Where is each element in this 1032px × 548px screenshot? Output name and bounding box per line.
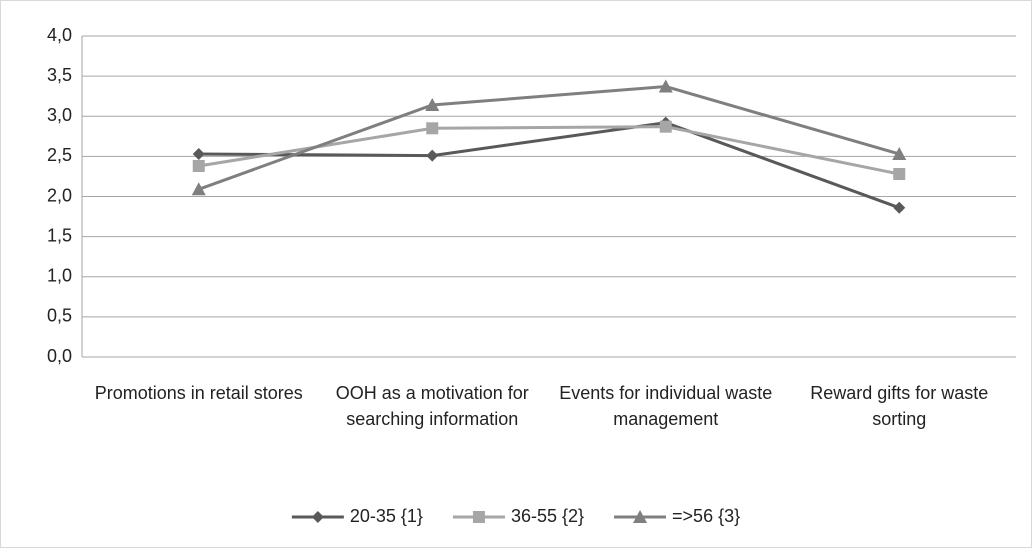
x-tick-label: Promotions in retail stores — [94, 383, 303, 403]
data-point — [893, 168, 906, 181]
series-line — [198, 121, 900, 210]
data-point — [658, 79, 673, 93]
data-point — [192, 147, 205, 160]
series-line — [198, 85, 900, 191]
legend-marker — [472, 511, 485, 523]
data-point — [426, 122, 439, 135]
data-point — [659, 120, 672, 133]
data-point — [892, 146, 907, 160]
legend-marker — [311, 511, 324, 523]
data-point — [893, 201, 906, 214]
legend-marker — [633, 510, 648, 523]
y-tick-label: 1,5 — [47, 225, 72, 245]
y-tick-label: 0,0 — [47, 346, 72, 366]
y-tick-label: 1,0 — [47, 266, 72, 286]
legend-label: 36-55 {2} — [511, 506, 584, 526]
x-tick-label: Reward gifts for waste sorting — [810, 383, 989, 429]
y-tick-label: 3,0 — [47, 105, 72, 125]
x-tick-label: OOH as a motivation for searching inform… — [335, 383, 529, 429]
data-point — [425, 98, 440, 112]
y-tick-label: 4,0 — [47, 25, 72, 45]
legend-label: 20-35 {1} — [350, 506, 423, 526]
y-tick-label: 2,0 — [47, 185, 72, 205]
data-point — [426, 149, 439, 162]
y-tick-label: 3,5 — [47, 65, 72, 85]
y-tick-label: 0,5 — [47, 306, 72, 326]
x-tick-label: Events for individual waste management — [559, 383, 773, 429]
data-point — [191, 182, 206, 196]
legend-label: =>56 {3} — [672, 506, 740, 526]
y-tick-label: 2,5 — [47, 145, 72, 165]
data-point — [192, 160, 205, 173]
